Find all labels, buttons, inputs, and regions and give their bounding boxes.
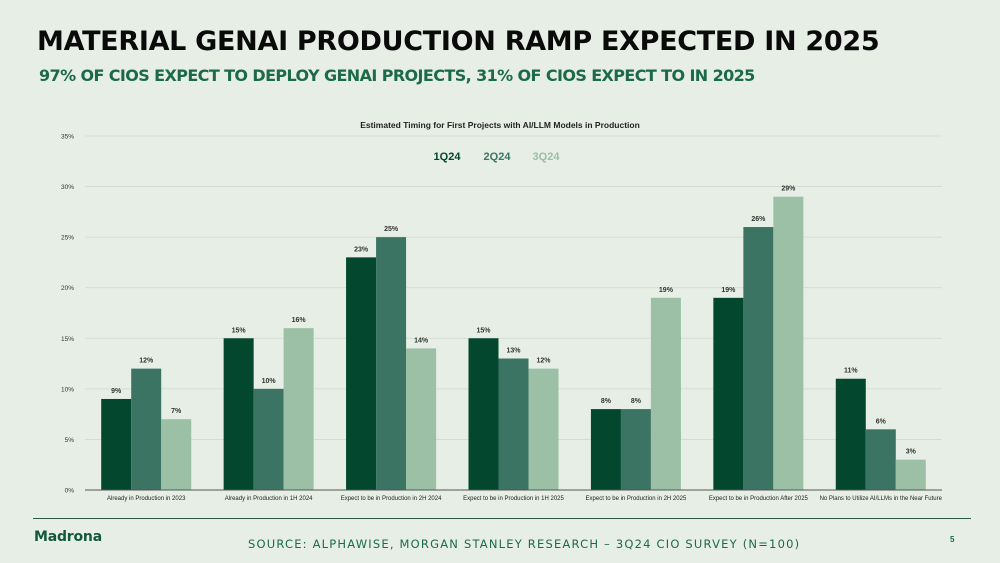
x-category-label: Expect to be in Production After 2025 bbox=[709, 496, 809, 502]
data-label: 14% bbox=[414, 337, 429, 344]
x-category-label: Already in Production in 1H 2024 bbox=[225, 496, 313, 502]
bar-chart: Estimated Timing for First Projects with… bbox=[61, 120, 943, 502]
bar-1q24 bbox=[223, 338, 254, 490]
data-label: 23% bbox=[354, 246, 369, 253]
legend-item-1q24: 1Q24 bbox=[434, 151, 462, 163]
bar-3q24 bbox=[773, 196, 804, 490]
y-tick-label: 5% bbox=[65, 437, 75, 444]
data-label: 9% bbox=[111, 388, 122, 395]
legend-item-3q24: 3Q24 bbox=[533, 151, 561, 163]
data-label: 15% bbox=[232, 327, 247, 334]
y-tick-label: 30% bbox=[61, 184, 74, 191]
x-category-label: Expect to be in Production in 1H 2025 bbox=[463, 496, 564, 502]
legend-item-2q24: 2Q24 bbox=[484, 151, 512, 163]
y-tick-label: 35% bbox=[61, 134, 74, 141]
bar-3q24 bbox=[283, 328, 314, 490]
y-tick-label: 0% bbox=[65, 488, 75, 495]
data-label: 7% bbox=[171, 408, 182, 415]
bar-1q24 bbox=[713, 297, 744, 490]
data-label: 19% bbox=[659, 287, 674, 294]
data-label: 8% bbox=[601, 398, 612, 405]
bar-2q24 bbox=[620, 409, 651, 490]
data-label: 26% bbox=[751, 216, 766, 223]
footer-divider bbox=[33, 518, 971, 519]
x-category-label: No Plans to Utilize AI/LLMs in the Near … bbox=[820, 496, 943, 502]
data-label: 12% bbox=[139, 358, 154, 365]
data-label: 16% bbox=[292, 317, 307, 324]
chart-title: Estimated Timing for First Projects with… bbox=[360, 120, 640, 130]
data-label: 25% bbox=[384, 226, 399, 233]
y-tick-label: 25% bbox=[61, 235, 74, 242]
bar-2q24 bbox=[253, 388, 284, 490]
bar-2q24 bbox=[131, 368, 162, 490]
slide-subtitle: 97% OF CIOS EXPECT TO DEPLOY GENAI PROJE… bbox=[39, 66, 755, 85]
y-tick-label: 10% bbox=[61, 386, 74, 393]
bar-1q24 bbox=[101, 398, 132, 490]
bar-2q24 bbox=[376, 237, 407, 490]
data-label: 3% bbox=[906, 449, 917, 456]
source-note: SOURCE: ALPHAWISE, MORGAN STANLEY RESEAR… bbox=[248, 537, 801, 551]
x-category-label: Expect to be in Production in 2H 2025 bbox=[586, 496, 687, 502]
x-category-label: Expect to be in Production in 2H 2024 bbox=[341, 496, 442, 502]
bar-1q24 bbox=[468, 338, 499, 490]
data-label: 15% bbox=[476, 327, 491, 334]
bar-3q24 bbox=[528, 368, 559, 490]
bar-1q24 bbox=[590, 409, 621, 490]
data-label: 29% bbox=[781, 186, 796, 193]
bar-3q24 bbox=[406, 348, 437, 490]
bar-3q24 bbox=[161, 419, 192, 490]
bar-2q24 bbox=[743, 227, 774, 490]
bar-2q24 bbox=[498, 358, 529, 490]
y-tick-label: 20% bbox=[61, 285, 74, 292]
bar-3q24 bbox=[895, 459, 926, 490]
data-label: 11% bbox=[844, 368, 858, 375]
data-label: 13% bbox=[506, 348, 521, 355]
data-label: 6% bbox=[876, 418, 887, 425]
x-category-label: Already in Production in 2023 bbox=[107, 496, 186, 502]
data-label: 12% bbox=[536, 358, 551, 365]
data-label: 10% bbox=[262, 378, 277, 385]
bar-1q24 bbox=[835, 378, 866, 490]
page-number: 5 bbox=[950, 535, 955, 544]
madrona-logo: Madrona bbox=[34, 529, 102, 545]
bar-2q24 bbox=[865, 429, 896, 490]
data-label: 8% bbox=[631, 398, 642, 405]
bar-1q24 bbox=[346, 257, 377, 490]
bar-3q24 bbox=[650, 297, 681, 490]
data-label: 19% bbox=[721, 287, 736, 294]
slide-title: MATERIAL GENAI PRODUCTION RAMP EXPECTED … bbox=[37, 26, 880, 57]
y-tick-label: 15% bbox=[61, 336, 74, 343]
